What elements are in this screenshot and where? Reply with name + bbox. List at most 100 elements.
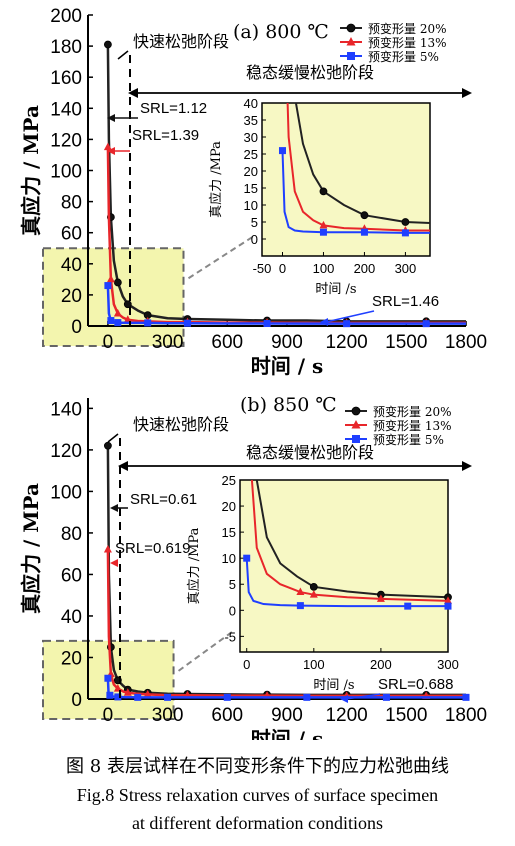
y-tick-label: 100 xyxy=(50,482,82,503)
series-2-point xyxy=(263,320,271,328)
inset-series-2-point xyxy=(278,147,286,155)
y-tick-label: 180 xyxy=(50,37,82,58)
srl-arrowhead-0 xyxy=(110,504,118,512)
x-axis-label: 时间 / s xyxy=(251,354,324,378)
legend-marker-0 xyxy=(346,23,356,33)
y-tick-label: 80 xyxy=(61,524,82,545)
legend-label-0: 预变形量 20% xyxy=(373,404,452,419)
fast-stage-arrow xyxy=(117,50,129,60)
series-2-point xyxy=(104,674,112,682)
slow-stage-arrowhead-left xyxy=(118,461,128,471)
slow-stage-arrowhead-right xyxy=(462,461,472,471)
srl-arrowhead-2 xyxy=(320,318,328,326)
series-0-point xyxy=(103,441,112,450)
legend-label-0: 预变形量 20% xyxy=(368,21,447,36)
series-0-point xyxy=(123,300,132,309)
x-tick-label: 1800 xyxy=(445,332,487,353)
figure-caption-chinese: 图 8 表层试样在不同变形条件下的应力松弛曲线 xyxy=(66,756,449,777)
inset-x-tick-label: 0 xyxy=(243,657,250,672)
inset-x-tick-label: 300 xyxy=(437,657,459,672)
srl-arrowhead-1 xyxy=(110,559,118,567)
x-tick-label: 900 xyxy=(271,332,303,353)
x-tick-label: 1200 xyxy=(325,705,367,726)
fast-stage-arrow xyxy=(107,433,119,443)
srl-label-2: SRL=0.688 xyxy=(378,676,453,693)
series-1-point xyxy=(123,688,132,696)
series-1-point xyxy=(103,545,112,553)
series-0-point xyxy=(113,278,122,287)
inset-x-tick-label: 300 xyxy=(395,261,417,276)
series-1-point xyxy=(123,315,132,323)
legend-marker-1 xyxy=(346,37,356,46)
fast-stage-label: 快速松弛阶段 xyxy=(133,32,229,51)
y-tick-label: 200 xyxy=(50,6,82,27)
y-tick-label: 60 xyxy=(61,565,82,586)
inset-series-0-point xyxy=(319,187,328,196)
inset-y-tick-label: 40 xyxy=(244,96,258,111)
legend-marker-1 xyxy=(351,420,361,429)
inset-series-line-0 xyxy=(294,103,430,225)
inset-x-tick-label: 200 xyxy=(370,657,392,672)
inset-series-0-point xyxy=(360,211,369,220)
inset-y-tick-label: 0 xyxy=(229,603,236,618)
figure-caption-english-line1: Fig.8 Stress relaxation curves of surfac… xyxy=(76,785,439,805)
inset-series-0-point xyxy=(401,218,410,226)
y-tick-label: 0 xyxy=(71,317,82,338)
inset-y-tick-label: 30 xyxy=(244,130,258,145)
y-tick-label: 40 xyxy=(61,255,82,276)
y-tick-label: 80 xyxy=(61,193,82,214)
slow-stage-label: 稳态缓慢松弛阶段 xyxy=(246,443,374,462)
legend-marker-2 xyxy=(347,52,355,60)
series-2-point xyxy=(303,693,311,701)
slow-stage-arrowhead-left xyxy=(128,88,138,98)
series-2-point xyxy=(114,693,122,701)
series-2-point xyxy=(106,691,114,699)
series-1-point xyxy=(113,684,122,692)
zoom-connector xyxy=(187,235,255,280)
x-tick-label: 300 xyxy=(152,705,184,726)
x-tick-label: 300 xyxy=(152,332,184,353)
series-2-point xyxy=(114,319,122,327)
series-2-point xyxy=(382,693,390,701)
srl-arrow-2 xyxy=(345,693,381,700)
x-tick-label: 1200 xyxy=(325,332,367,353)
fast-stage-label: 快速松弛阶段 xyxy=(133,415,229,434)
series-2-point xyxy=(134,693,142,701)
inset-y-tick-label: 15 xyxy=(222,525,236,540)
y-tick-label: 20 xyxy=(61,648,82,669)
legend-label-1: 预变形量 13% xyxy=(373,418,452,433)
y-axis-label: 真应力 / MPa xyxy=(19,105,43,236)
x-tick-label: 1500 xyxy=(385,332,427,353)
x-axis-label: 时间 / s xyxy=(251,727,324,740)
legend-label-1: 预变形量 13% xyxy=(368,35,447,50)
inset-series-1-point xyxy=(296,587,305,596)
panel-title: (b) 850 ℃ xyxy=(240,394,337,416)
inset-series-2-point xyxy=(296,602,304,610)
inset-series-line-2 xyxy=(281,150,430,234)
inset-series-2-point xyxy=(360,228,368,236)
inset-y-tick-label: 10 xyxy=(244,198,258,213)
series-0-point xyxy=(103,40,112,49)
inset-x-tick-label: 100 xyxy=(313,261,335,276)
x-tick-label: 600 xyxy=(211,705,243,726)
y-tick-label: 60 xyxy=(61,224,82,245)
series-1-point xyxy=(143,689,152,698)
slow-stage-label: 稳态缓慢松弛阶段 xyxy=(246,63,374,82)
srl-arrowhead-0 xyxy=(107,114,115,122)
series-2-point xyxy=(223,693,231,701)
series-2-point xyxy=(462,693,470,701)
inset-y-tick-label: 10 xyxy=(222,551,236,566)
inset-series-line-0 xyxy=(255,480,448,599)
inset-series-2-point xyxy=(401,229,409,237)
srl-label-1: SRL=0.619 xyxy=(115,540,190,557)
figure-caption-english-line2: at different deformation conditions xyxy=(131,813,384,833)
x-tick-label: 0 xyxy=(103,705,114,726)
inset-y-tick-label: 5 xyxy=(251,215,258,230)
series-1-point xyxy=(103,142,112,151)
series-2-point xyxy=(144,319,152,327)
inset-series-line-1 xyxy=(286,103,430,232)
srl-arrowhead-2 xyxy=(340,695,348,703)
series-line-0 xyxy=(106,44,466,323)
inset-x-tick-label: -50 xyxy=(253,261,272,276)
inset-x-axis-label: 时间 /s xyxy=(315,282,356,297)
